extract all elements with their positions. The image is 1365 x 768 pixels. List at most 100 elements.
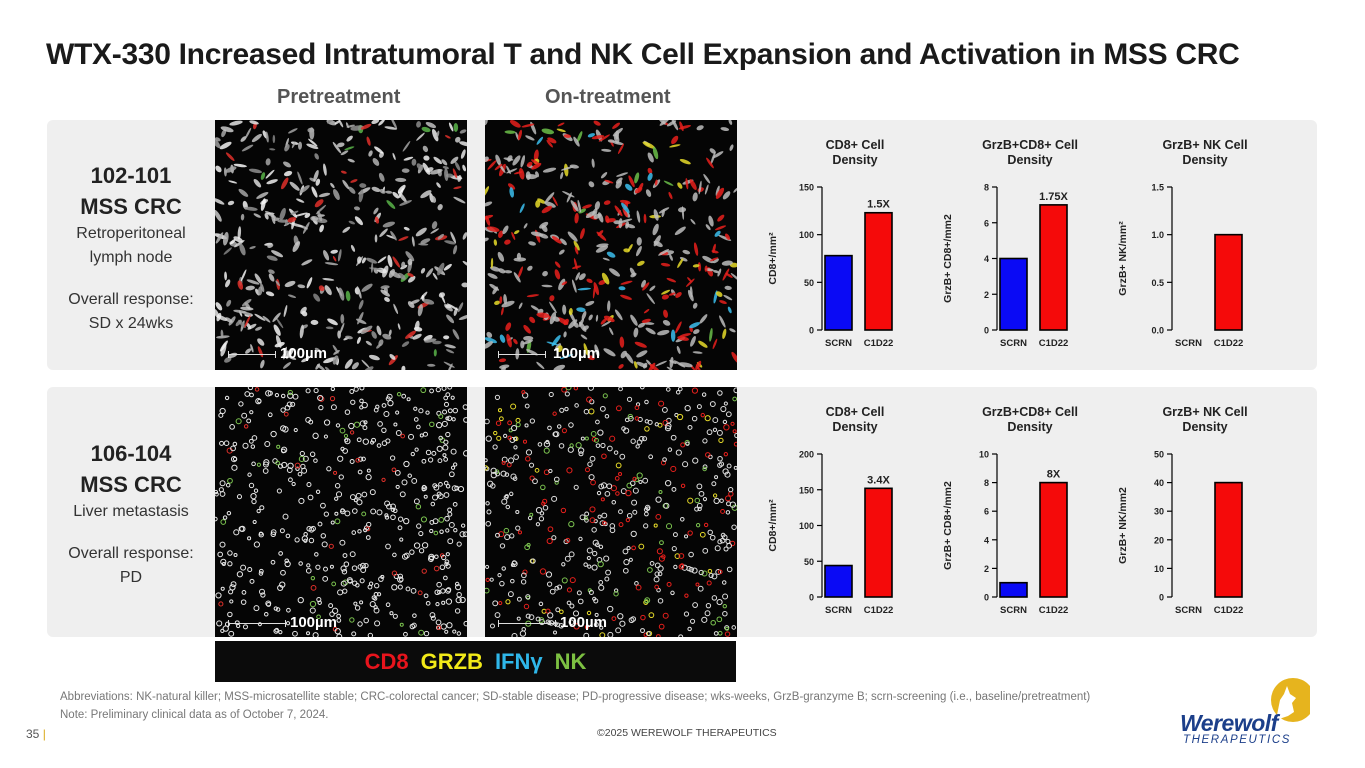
cell-speck — [535, 616, 541, 622]
micrograph-106-104-on-treatment — [485, 387, 737, 637]
cell-speck — [706, 157, 714, 169]
cell-speck — [230, 581, 237, 588]
cell-speck — [685, 178, 689, 190]
cell-speck — [433, 565, 440, 572]
cell-speck — [462, 232, 467, 240]
cell-speck — [360, 567, 367, 573]
cell-speck — [419, 433, 424, 438]
cell-speck — [731, 504, 737, 511]
cell-speck — [583, 562, 588, 567]
cell-speck — [328, 543, 334, 549]
cell-speck — [240, 599, 247, 605]
cell-speck — [636, 439, 643, 445]
cell-speck — [254, 387, 260, 392]
cell-speck — [645, 506, 651, 511]
cell-speck — [614, 309, 623, 321]
cell-speck — [653, 235, 661, 247]
cell-speck — [327, 120, 335, 124]
cell-speck — [587, 564, 592, 569]
cell-speck — [373, 607, 380, 614]
cell-speck — [353, 601, 358, 606]
cell-speck — [512, 155, 521, 166]
cell-speck — [504, 239, 511, 245]
cell-speck — [328, 603, 334, 609]
cell-speck — [717, 268, 722, 277]
cell-speck — [704, 415, 711, 422]
cell-speck — [537, 442, 543, 447]
cell-speck — [344, 358, 353, 369]
cell-speck — [602, 520, 607, 526]
cell-speck — [241, 299, 252, 307]
cell-speck — [444, 629, 449, 634]
cell-speck — [684, 534, 689, 539]
cell-speck — [413, 542, 421, 549]
cell-speck — [247, 387, 254, 391]
cell-speck — [710, 619, 716, 626]
cell-speck — [387, 254, 393, 268]
cell-speck — [381, 427, 387, 433]
cell-speck — [435, 601, 440, 607]
cell-speck — [215, 489, 219, 495]
cell-speck — [282, 513, 289, 520]
cell-speck — [271, 212, 276, 225]
cell-speck — [445, 392, 451, 398]
cell-speck — [253, 541, 261, 548]
chart-title: GrzB+ NK Cell — [1162, 405, 1247, 419]
cell-speck — [294, 212, 308, 217]
cell-speck — [395, 410, 400, 415]
y-tick-label: 2 — [984, 564, 989, 574]
cell-speck — [345, 122, 349, 129]
cell-speck — [307, 494, 314, 501]
cell-speck — [367, 632, 374, 637]
cell-speck — [661, 209, 665, 218]
cell-speck — [604, 576, 610, 582]
cell-speck — [399, 537, 404, 542]
cell-speck — [669, 144, 681, 148]
cell-speck — [356, 286, 362, 299]
cell-speck — [603, 348, 616, 357]
micrograph-106-104-pretreatment — [215, 387, 467, 637]
cell-speck — [436, 445, 443, 452]
cell-speck — [426, 363, 436, 367]
cell-speck — [340, 565, 347, 572]
cell-speck — [603, 200, 611, 205]
x-tick-label: C1D22 — [864, 605, 894, 616]
cell-speck — [541, 501, 546, 506]
cell-speck — [520, 340, 525, 349]
cell-speck — [421, 484, 427, 490]
cell-speck — [347, 158, 355, 163]
cell-speck — [418, 530, 424, 537]
cell-speck — [677, 182, 683, 189]
cell-speck — [532, 478, 538, 485]
cell-speck — [378, 120, 385, 126]
cell-speck — [660, 262, 671, 267]
cell-speck — [432, 494, 439, 501]
cell-speck — [727, 486, 734, 493]
cell-speck — [631, 499, 638, 506]
cell-speck — [423, 630, 430, 637]
y-tick-label: 0.5 — [1151, 278, 1164, 288]
cell-speck — [436, 625, 442, 631]
cell-speck — [551, 495, 558, 502]
cell-speck — [598, 584, 605, 591]
cell-speck — [253, 488, 259, 493]
cell-speck — [574, 246, 579, 255]
cell-speck — [717, 455, 723, 462]
cell-speck — [428, 553, 435, 561]
cell-speck — [407, 258, 413, 266]
cell-speck — [722, 468, 729, 475]
cell-speck — [442, 409, 448, 415]
cell-speck — [587, 133, 596, 138]
y-tick-label: 10 — [1154, 564, 1164, 574]
cell-speck — [666, 120, 677, 127]
cell-speck — [707, 568, 713, 574]
cell-speck — [715, 185, 720, 196]
micrograph-102-101-pretreatment — [215, 120, 467, 370]
cell-speck — [312, 432, 319, 440]
cell-speck — [501, 307, 504, 316]
cell-speck — [552, 411, 557, 416]
cell-speck — [438, 517, 445, 523]
cell-speck — [655, 634, 661, 637]
cell-speck — [287, 389, 293, 396]
cell-speck — [357, 256, 362, 264]
